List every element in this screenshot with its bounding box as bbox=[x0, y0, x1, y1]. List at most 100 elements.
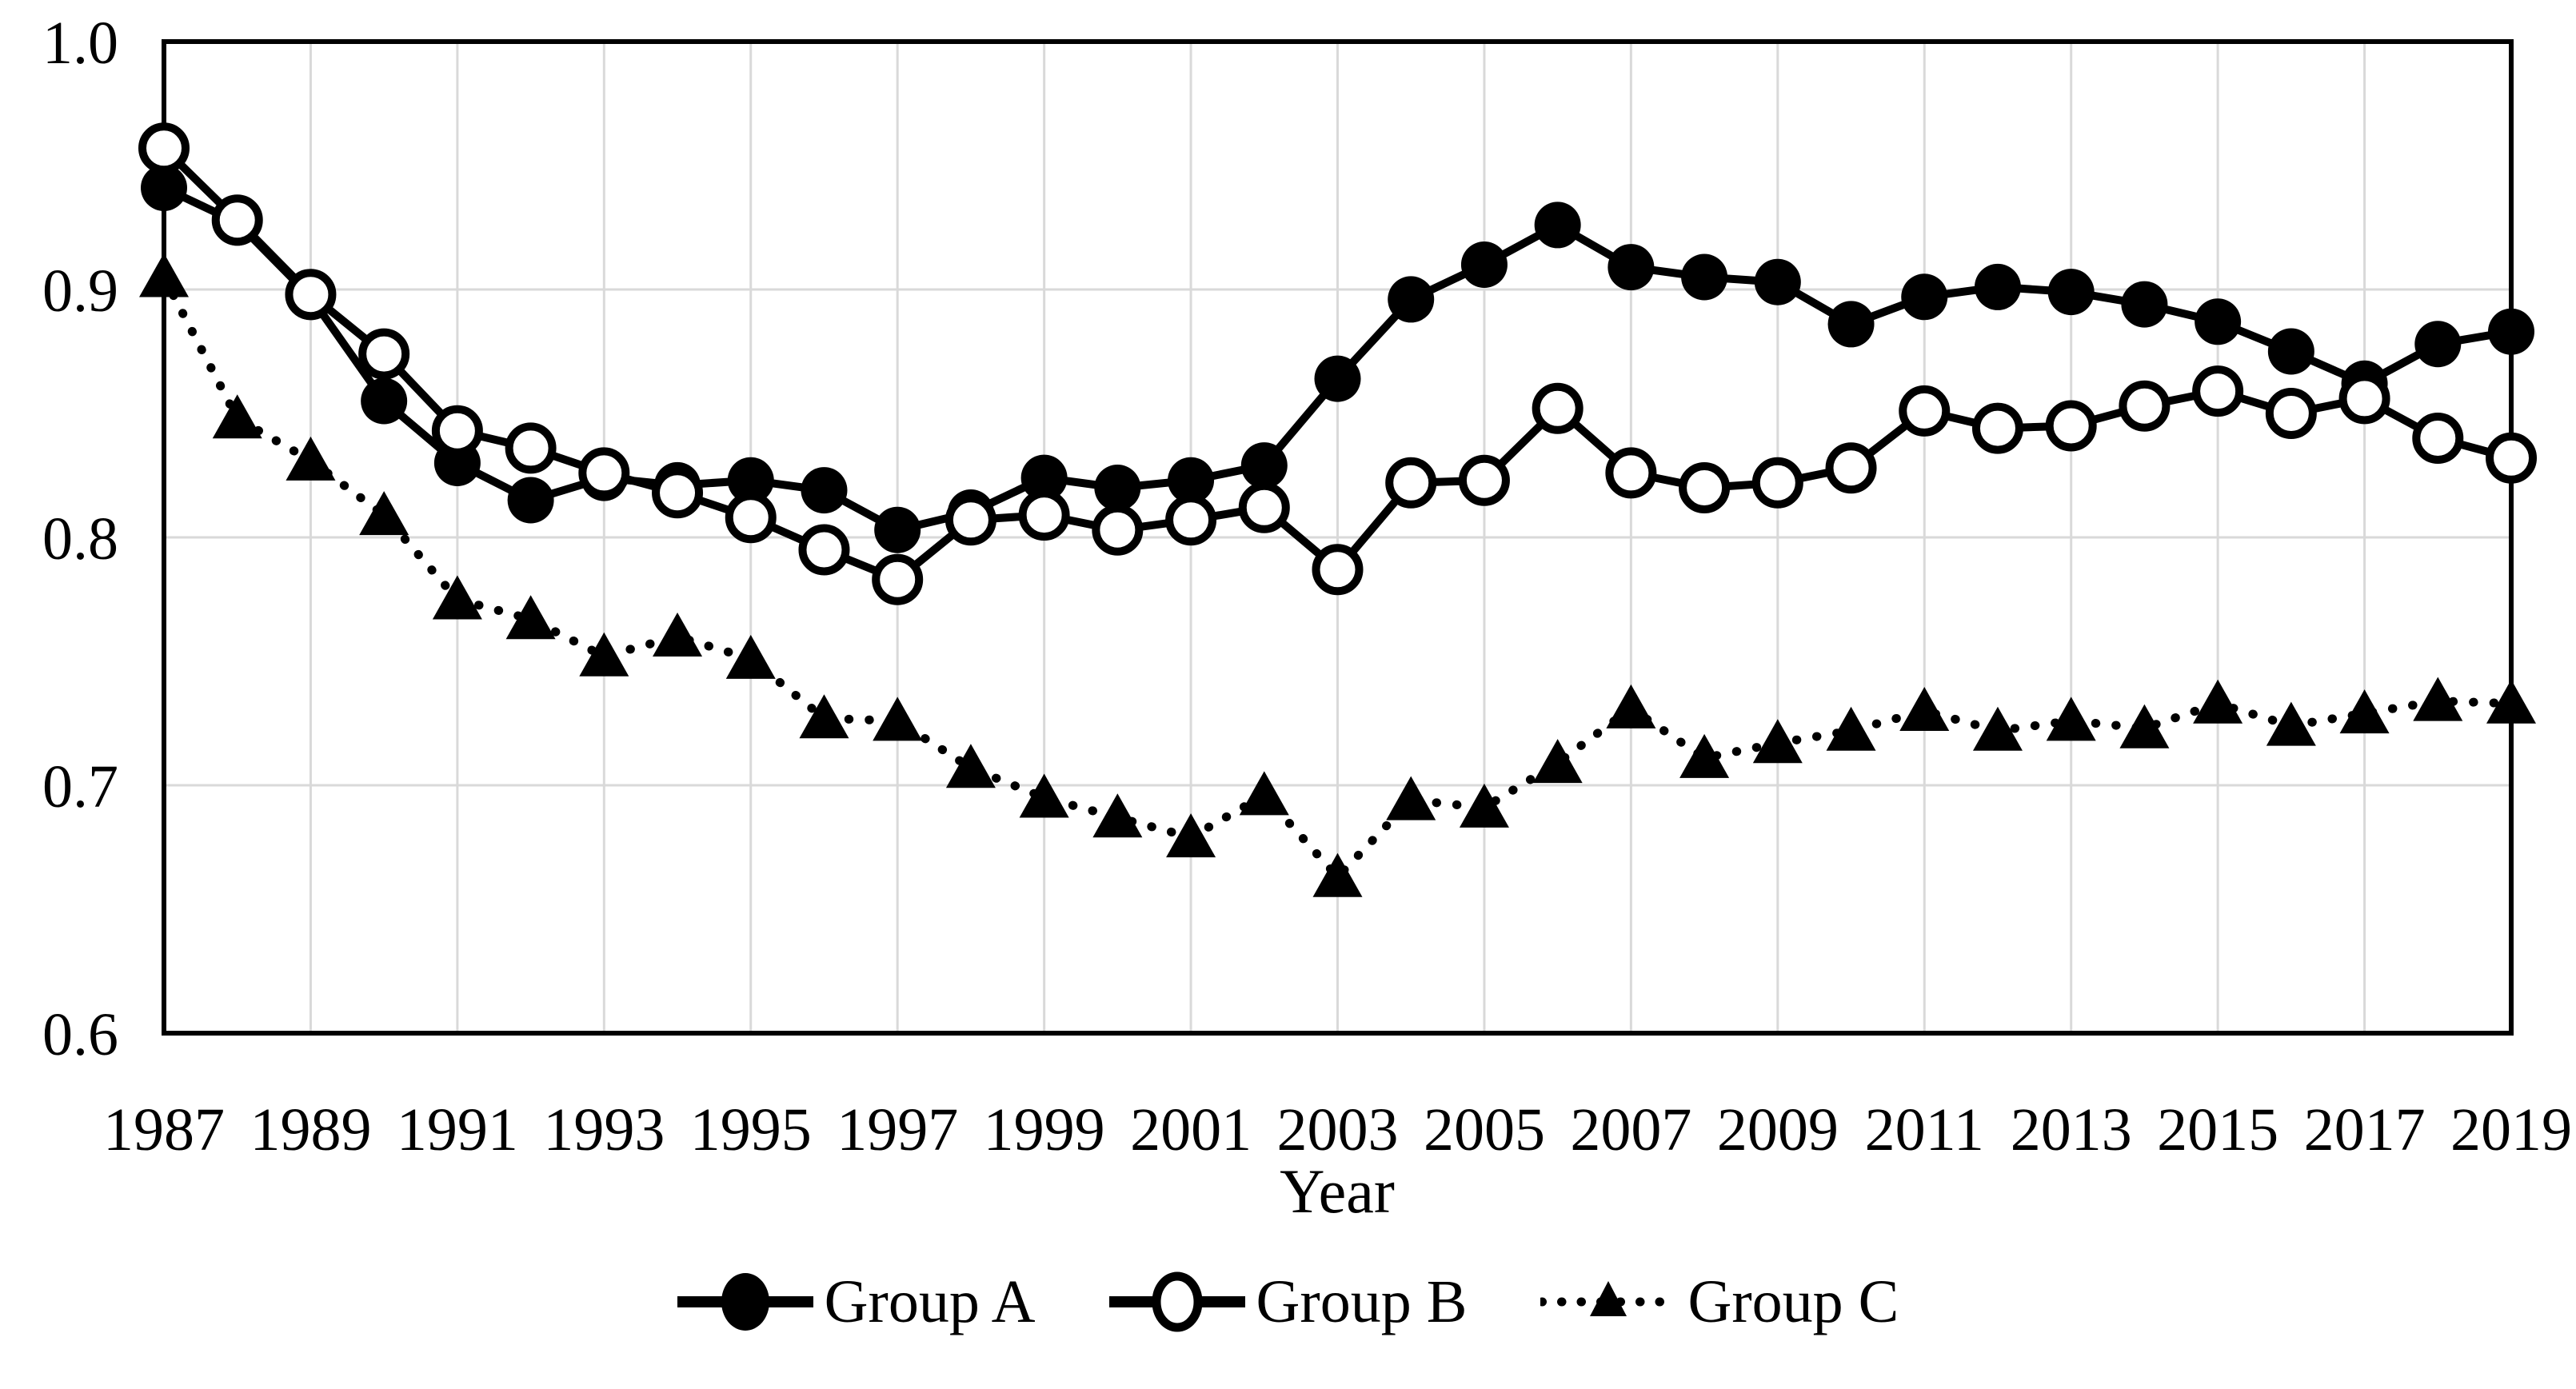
data-point-group-c bbox=[139, 253, 189, 297]
data-point-group-c bbox=[2119, 704, 2170, 748]
data-point-group-c bbox=[505, 595, 556, 640]
data-series bbox=[138, 122, 2537, 897]
data-point-group-a bbox=[2488, 308, 2534, 355]
data-point-group-b bbox=[138, 122, 190, 174]
data-point-group-a bbox=[1314, 355, 1361, 402]
data-point-group-b bbox=[945, 494, 996, 546]
data-point-group-a bbox=[507, 477, 554, 524]
plot-border-box bbox=[162, 39, 2514, 1036]
data-point-group-c bbox=[2486, 679, 2536, 724]
data-point-group-a bbox=[2121, 281, 2168, 328]
data-point-group-c bbox=[432, 575, 482, 620]
data-point-group-b bbox=[652, 467, 704, 519]
data-point-group-b bbox=[2192, 365, 2244, 417]
x-tick-label: 1993 bbox=[543, 1096, 665, 1163]
x-tick-label: 2013 bbox=[2011, 1096, 2132, 1163]
series-line-group-c bbox=[159, 273, 2516, 882]
data-point-group-a bbox=[1168, 457, 1215, 504]
y-axis-tick-labels: 1.0 0.9 0.8 0.7 0.6 bbox=[42, 10, 118, 1068]
data-point-group-b bbox=[1532, 382, 1584, 434]
line-chart-canvas: 1.0 0.9 0.8 0.7 0.6 1987 1989 1991 1993 1995 1997… bbox=[42, 10, 2572, 1226]
data-point-group-c bbox=[1239, 771, 1289, 816]
gridlines bbox=[164, 42, 2511, 1033]
data-point-group-a bbox=[2047, 269, 2095, 316]
data-point-group-c bbox=[2193, 679, 2243, 724]
y-tick-label: 0.8 bbox=[42, 505, 118, 573]
data-point-group-c bbox=[359, 491, 409, 536]
data-point-group-b bbox=[798, 524, 850, 576]
data-point-group-a bbox=[1240, 442, 1288, 489]
data-point-group-b bbox=[2119, 380, 2171, 432]
data-point-group-b bbox=[1971, 402, 2023, 454]
data-point-group-b bbox=[1165, 494, 1217, 546]
legend-item-group-b: Group B bbox=[1108, 1268, 1468, 1335]
data-point-group-a bbox=[1974, 263, 2021, 310]
data-point-group-b bbox=[872, 553, 924, 605]
legend-item-group-a: Group A bbox=[677, 1270, 1036, 1334]
data-point-group-c bbox=[2046, 696, 2096, 741]
data-point-group-c bbox=[1019, 773, 1069, 818]
data-point-group-b bbox=[1458, 454, 1510, 506]
data-point-group-c bbox=[1826, 706, 1876, 751]
x-tick-label: 1999 bbox=[984, 1096, 1105, 1163]
data-point-group-c bbox=[1606, 684, 1656, 728]
plot-border bbox=[162, 39, 2514, 1036]
data-point-group-b bbox=[2486, 432, 2537, 484]
data-point-group-a bbox=[2414, 321, 2462, 368]
x-tick-label: 2017 bbox=[2304, 1096, 2426, 1163]
data-point-group-b bbox=[358, 328, 410, 380]
data-point-group-b bbox=[1312, 544, 1364, 596]
data-point-group-b bbox=[1385, 457, 1437, 509]
data-point-group-b bbox=[2338, 373, 2390, 425]
data-point-group-a bbox=[874, 506, 921, 553]
data-point-group-c bbox=[1092, 793, 1143, 838]
x-axis-title: Year bbox=[1280, 1156, 1395, 1226]
x-tick-label: 1991 bbox=[397, 1096, 518, 1163]
data-point-group-a bbox=[361, 377, 408, 425]
data-point-group-b bbox=[431, 405, 483, 457]
data-point-group-c bbox=[1166, 813, 1216, 858]
data-point-group-c bbox=[1972, 706, 2023, 751]
data-point-group-a bbox=[141, 164, 187, 211]
series-markers-group-c bbox=[139, 253, 2536, 897]
data-point-group-b bbox=[725, 492, 777, 544]
data-point-group-c bbox=[1679, 733, 1730, 778]
y-tick-label: 1.0 bbox=[42, 10, 118, 77]
data-point-group-b bbox=[285, 269, 337, 321]
open-circle-line-icon bbox=[1108, 1271, 1245, 1332]
legend-label-group-c: Group C bbox=[1687, 1268, 1899, 1335]
data-point-group-c bbox=[725, 634, 776, 679]
x-tick-label: 1987 bbox=[103, 1096, 225, 1163]
filled-circle-line-icon bbox=[677, 1273, 813, 1331]
legend-item-group-c: Group C bbox=[1540, 1270, 1899, 1334]
x-tick-label: 2011 bbox=[1865, 1096, 1984, 1163]
data-point-group-c bbox=[579, 632, 629, 677]
data-point-group-c bbox=[2413, 677, 2463, 721]
data-point-group-c bbox=[799, 694, 849, 739]
data-point-group-b bbox=[1092, 504, 1144, 556]
legend-label-group-b: Group B bbox=[1256, 1268, 1468, 1335]
data-point-group-b bbox=[1679, 462, 1731, 513]
data-point-group-b bbox=[1751, 457, 1803, 509]
data-point-group-b bbox=[2265, 388, 2317, 439]
data-point-group-b bbox=[1825, 442, 1877, 494]
chart-legend: Group A Group B Group C bbox=[0, 1270, 2576, 1334]
data-point-group-b bbox=[211, 194, 263, 246]
legend-label-group-a: Group A bbox=[824, 1268, 1036, 1335]
data-point-group-c bbox=[1752, 719, 1803, 764]
filled-triangle-dotted-line-icon bbox=[1540, 1281, 1677, 1316]
data-point-group-c bbox=[945, 744, 996, 788]
data-point-group-c bbox=[1312, 852, 1363, 897]
data-point-group-c bbox=[1459, 783, 1509, 828]
y-tick-label: 0.9 bbox=[42, 257, 118, 325]
data-point-group-a bbox=[2267, 328, 2314, 375]
x-tick-label: 2009 bbox=[1717, 1096, 1839, 1163]
x-tick-label: 1995 bbox=[690, 1096, 812, 1163]
x-axis-tick-labels: 1987 1989 1991 1993 1995 1997 1999 2001 2003 2005… bbox=[103, 1096, 2572, 1163]
data-point-group-a bbox=[1754, 258, 1801, 305]
x-tick-label: 2001 bbox=[1130, 1096, 1252, 1163]
data-point-group-c bbox=[653, 613, 703, 657]
data-point-group-b bbox=[505, 422, 557, 474]
x-tick-label: 2007 bbox=[1570, 1096, 1691, 1163]
